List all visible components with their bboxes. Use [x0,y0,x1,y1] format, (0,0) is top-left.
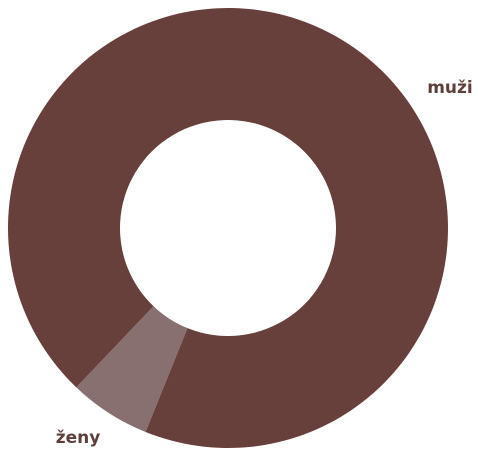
slice-label: muži [427,78,473,98]
donut-slice [76,306,188,432]
donut-slice [7,7,448,448]
slice-label: ženy [56,428,101,448]
